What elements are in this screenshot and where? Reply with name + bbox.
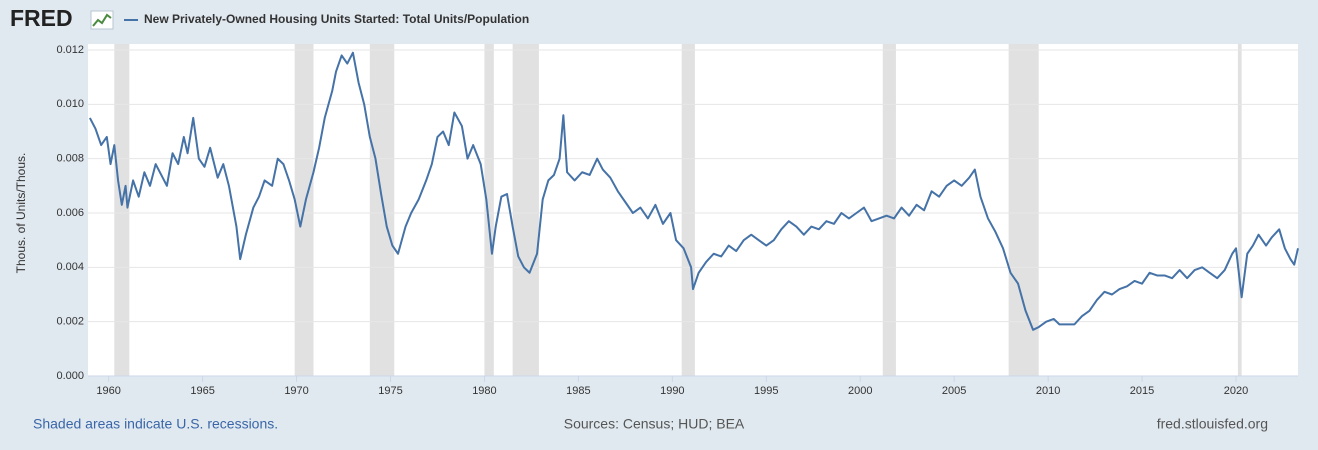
recession-note: Shaded areas indicate U.S. recessions.: [33, 416, 278, 432]
x-tick-label: 1995: [754, 385, 778, 397]
x-tick-label: 1960: [96, 385, 120, 397]
x-tick-label: 1965: [190, 385, 214, 397]
recession-band: [114, 44, 130, 376]
x-tick-label: 2010: [1036, 385, 1060, 397]
y-tick-label: 0.012: [56, 44, 84, 56]
y-tick-label: 0.010: [56, 98, 84, 110]
x-tick-label: 2015: [1130, 385, 1154, 397]
y-tick-label: 0.006: [56, 207, 84, 219]
sources: Sources: Census; HUD; BEA: [564, 416, 745, 432]
logo-icon: [90, 10, 114, 30]
y-tick-label: 0.004: [56, 261, 84, 273]
x-tick-label: 2005: [942, 385, 966, 397]
x-tick-label: 2020: [1224, 385, 1248, 397]
recession-band: [882, 44, 896, 376]
logo: FRED: [10, 5, 73, 31]
y-tick-label: 0.002: [56, 316, 84, 328]
x-tick-label: 1970: [284, 385, 308, 397]
y-axis-label: Thous. of Units/Thous.: [14, 153, 28, 274]
y-tick-label: 0.000: [56, 370, 84, 382]
recession-band: [512, 44, 539, 376]
recession-band: [484, 44, 494, 376]
x-tick-label: 2000: [848, 385, 872, 397]
recession-band: [369, 44, 395, 376]
recession-band: [681, 44, 695, 376]
x-tick-label: 1990: [660, 385, 684, 397]
x-tick-label: 1975: [378, 385, 402, 397]
site-url: fred.stlouisfed.org: [1157, 416, 1268, 432]
legend-label: New Privately-Owned Housing Units Starte…: [144, 12, 529, 26]
x-tick-label: 1980: [472, 385, 496, 397]
recession-band: [1008, 44, 1039, 376]
x-tick-label: 1985: [566, 385, 590, 397]
recession-band: [1237, 44, 1242, 376]
series-line: [88, 51, 1299, 331]
y-tick-label: 0.008: [56, 153, 84, 165]
